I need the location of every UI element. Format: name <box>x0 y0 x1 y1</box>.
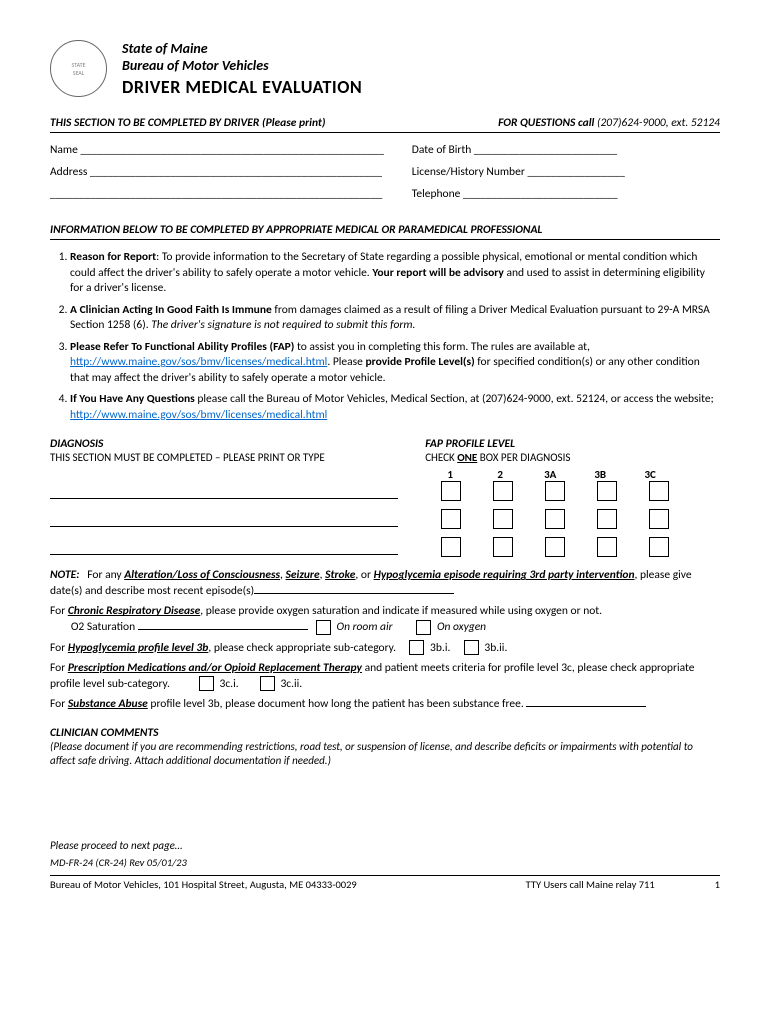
episode-input[interactable] <box>254 593 454 594</box>
header-text: State of Maine Bureau of Motor Vehicles … <box>122 40 362 98</box>
driver-fields: Name ___________________________________… <box>50 143 720 209</box>
checkbox-room-air[interactable] <box>316 620 331 635</box>
note-hypo3b: For Hypoglycemia profile level 3b, pleas… <box>50 640 720 656</box>
note-consciousness: NOTE: For any Alteration/Loss of Conscio… <box>50 567 720 599</box>
driver-instruction: THIS SECTION TO BE COMPLETED BY DRIVER (… <box>50 116 498 130</box>
checkbox-r1-1[interactable] <box>441 481 461 501</box>
checkbox-r2-3b[interactable] <box>597 509 617 529</box>
page-footer: Bureau of Motor Vehicles, 101 Hospital S… <box>50 875 720 891</box>
note-rx: For Prescription Medications and/or Opio… <box>50 660 720 692</box>
checkbox-r1-3c[interactable] <box>649 481 669 501</box>
checkbox-r2-1[interactable] <box>441 509 461 529</box>
questions-info: FOR QUESTIONS call (207)624-9000, ext. 5… <box>498 116 720 130</box>
diagnosis-row-2 <box>50 509 720 529</box>
state-name: State of Maine <box>122 40 362 57</box>
address-field[interactable]: Address ________________________________… <box>50 165 412 179</box>
bureau-name: Bureau of Motor Vehicles <box>122 57 362 74</box>
diagnosis-row-3 <box>50 537 720 557</box>
info-item-3: Please Refer To Functional Ability Profi… <box>70 340 720 387</box>
address-field-2[interactable]: ________________________________________… <box>50 187 412 201</box>
checkbox-r3-1[interactable] <box>441 537 461 557</box>
driver-section-bar: THIS SECTION TO BE COMPLETED BY DRIVER (… <box>50 116 720 133</box>
footer-address: Bureau of Motor Vehicles, 101 Hospital S… <box>50 878 526 891</box>
notes-section: NOTE: For any Alteration/Loss of Conscio… <box>50 567 720 712</box>
substance-input[interactable] <box>526 706 646 707</box>
name-field[interactable]: Name ___________________________________… <box>50 143 412 157</box>
info-item-2: A Clinician Acting In Good Faith Is Immu… <box>70 303 720 334</box>
diagnosis-input-2[interactable] <box>50 512 398 527</box>
comments-note: (Please document if you are recommending… <box>50 740 720 769</box>
telephone-field[interactable]: Telephone ___________________________ <box>412 187 720 201</box>
diagnosis-input-1[interactable] <box>50 484 398 499</box>
diagnosis-input-3[interactable] <box>50 540 398 555</box>
footer-tty: TTY Users call Maine relay 711 <box>526 878 655 891</box>
checkbox-3bii[interactable] <box>464 640 479 655</box>
checkbox-r2-3c[interactable] <box>649 509 669 529</box>
medical-link-1[interactable]: http://www.maine.gov/sos/bmv/licenses/me… <box>70 355 327 369</box>
dob-field[interactable]: Date of Birth _________________________ <box>412 143 720 157</box>
checkbox-r1-3b[interactable] <box>597 481 617 501</box>
diagnosis-header: DIAGNOSIS FAP PROFILE LEVEL <box>50 437 720 451</box>
checkbox-r1-2[interactable] <box>493 481 513 501</box>
medical-section-bar: INFORMATION BELOW TO BE COMPLETED BY APP… <box>50 223 720 240</box>
checkbox-r2-2[interactable] <box>493 509 513 529</box>
diagnosis-sub: THIS SECTION MUST BE COMPLETED – PLEASE … <box>50 451 720 464</box>
checkbox-r3-3c[interactable] <box>649 537 669 557</box>
comments-heading: CLINICIAN COMMENTS <box>50 726 720 740</box>
checkbox-3bi[interactable] <box>409 640 424 655</box>
checkbox-r3-2[interactable] <box>493 537 513 557</box>
medical-link-2[interactable]: http://www.maine.gov/sos/bmv/licenses/me… <box>70 408 327 422</box>
state-seal-icon: STATESEAL <box>50 40 107 97</box>
proceed-note: Please proceed to next page… <box>50 839 720 852</box>
checkbox-r2-3a[interactable] <box>545 509 565 529</box>
form-title: DRIVER MEDICAL EVALUATION <box>122 76 362 98</box>
checkbox-r1-3a[interactable] <box>545 481 565 501</box>
checkbox-r3-3b[interactable] <box>597 537 617 557</box>
checkbox-r3-3a[interactable] <box>545 537 565 557</box>
checkbox-3cii[interactable] <box>260 676 275 691</box>
info-item-4: If You Have Any Questions please call th… <box>70 392 720 423</box>
note-substance: For Substance Abuse profile level 3b, pl… <box>50 696 720 712</box>
checkbox-on-oxygen[interactable] <box>416 620 431 635</box>
license-field[interactable]: License/History Number _________________ <box>412 165 720 179</box>
level-columns: 1 2 3A 3B 3C <box>425 468 720 481</box>
info-item-1: Reason for Report: To provide informatio… <box>70 250 720 297</box>
info-list: Reason for Report: To provide informatio… <box>50 250 720 423</box>
form-id: MD-FR-24 (CR-24) Rev 05/01/23 <box>50 856 720 869</box>
o2-input[interactable] <box>138 629 308 630</box>
note-respiratory: For Chronic Respiratory Disease, please … <box>50 603 720 635</box>
diagnosis-row-1 <box>50 481 720 501</box>
page-number: 1 <box>715 878 720 891</box>
page-header: STATESEAL State of Maine Bureau of Motor… <box>50 40 720 98</box>
checkbox-3ci[interactable] <box>199 676 214 691</box>
